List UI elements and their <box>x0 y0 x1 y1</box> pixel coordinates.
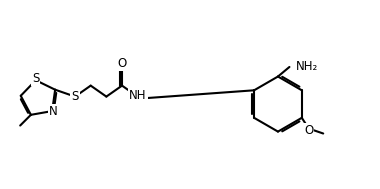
Text: NH: NH <box>129 89 147 101</box>
Text: NH₂: NH₂ <box>296 60 318 73</box>
Text: O: O <box>117 57 127 70</box>
Text: S: S <box>71 90 79 103</box>
Text: O: O <box>304 124 313 137</box>
Text: N: N <box>49 105 58 118</box>
Text: S: S <box>32 72 40 85</box>
